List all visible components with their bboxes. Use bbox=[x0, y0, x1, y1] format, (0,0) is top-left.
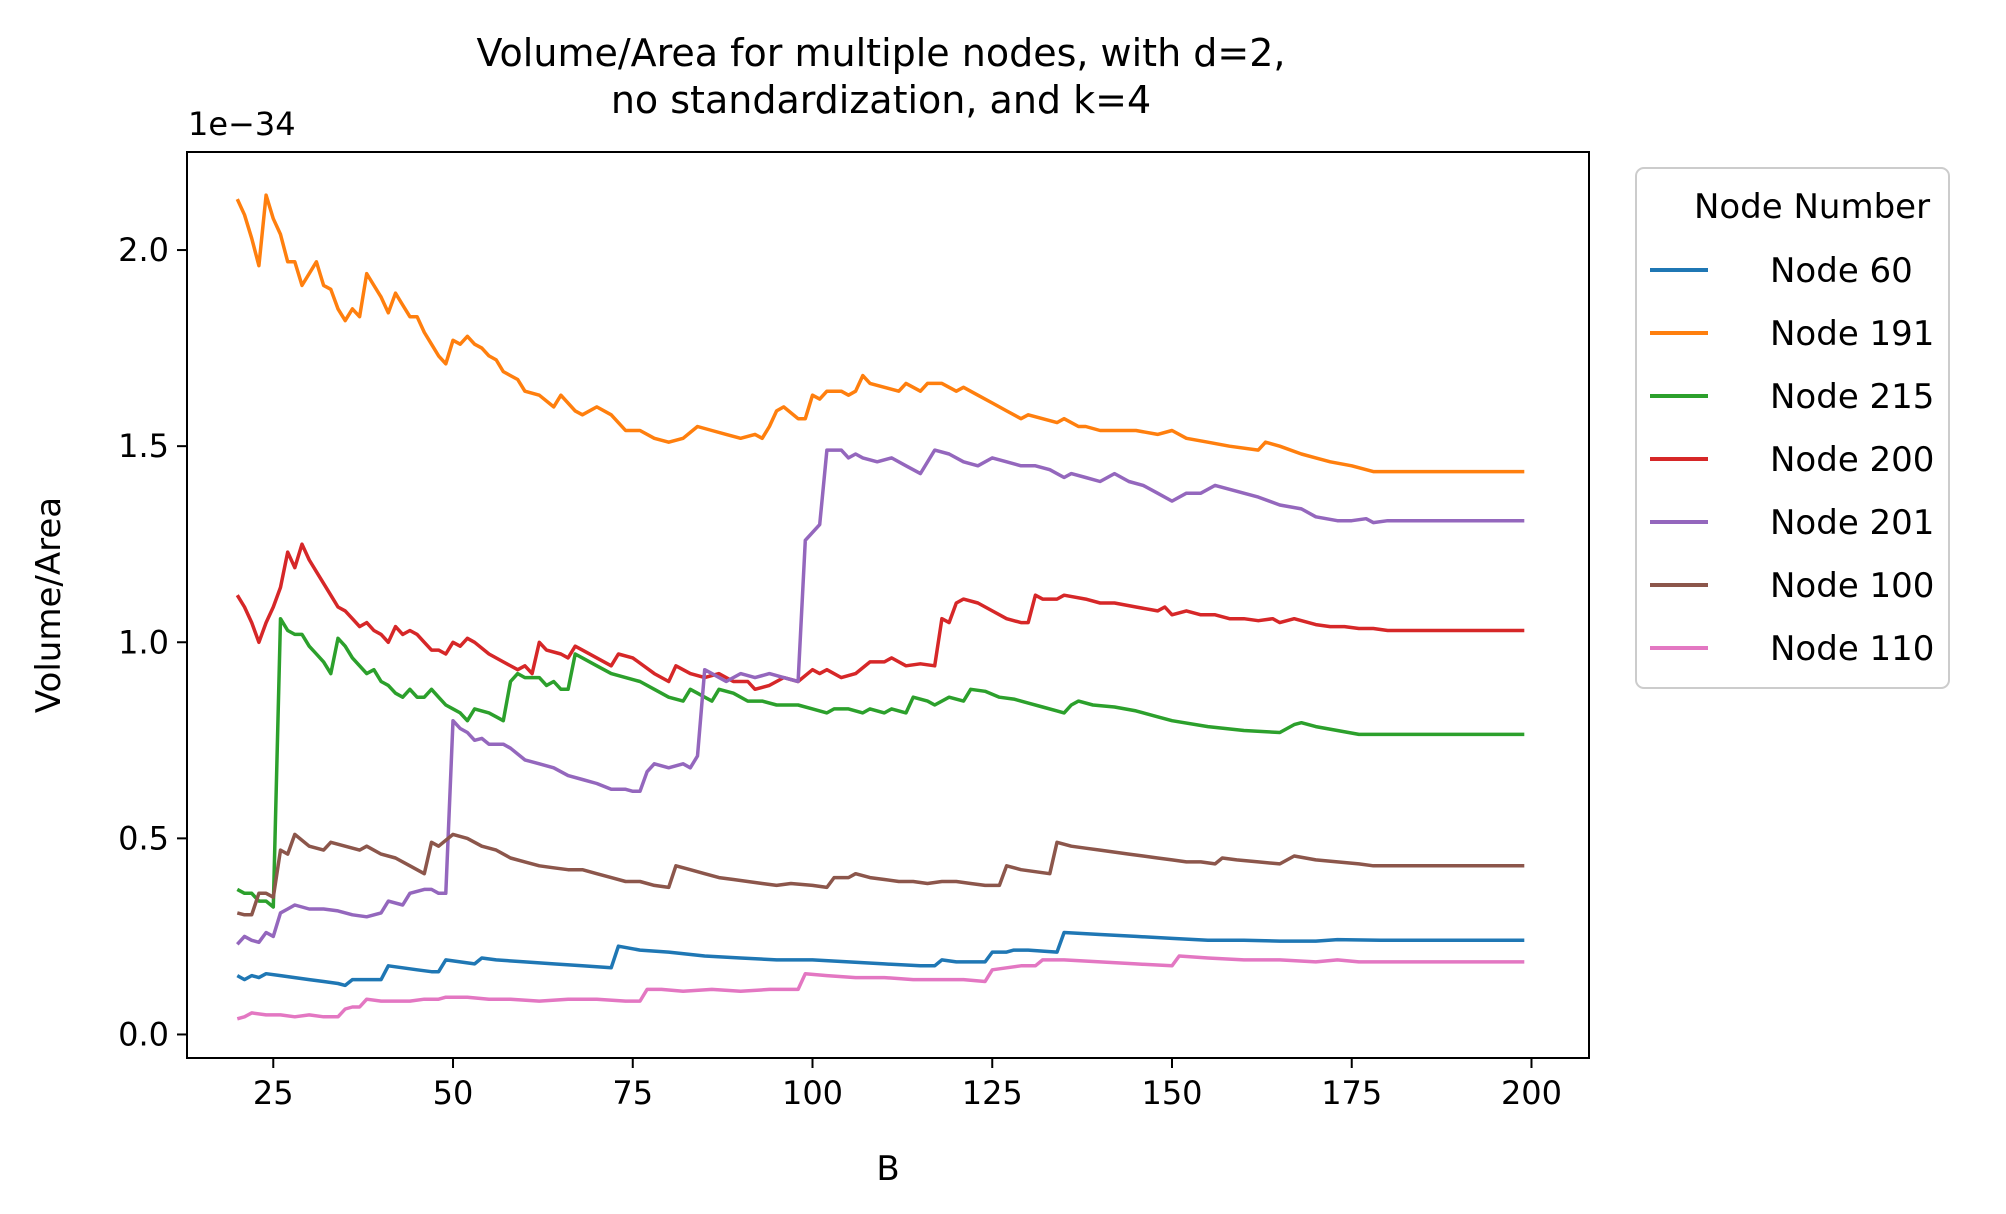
legend-items: Node 60 Node 191 Node 215 Node 200 Node 201 N… bbox=[1650, 251, 1934, 669]
legend-label: Node 100 bbox=[1770, 566, 1934, 606]
series-line-node-200 bbox=[235, 542, 1525, 692]
x-tick-label: 150 bbox=[1141, 1074, 1202, 1112]
x-tick-label: 100 bbox=[782, 1074, 843, 1112]
legend-title: Node Number bbox=[1694, 187, 1930, 227]
series-line-node-215 bbox=[236, 616, 1525, 909]
y-tick-label: 1.0 bbox=[118, 623, 169, 661]
y-tick-label: 2.0 bbox=[118, 231, 169, 269]
chart-title-line-2: no standardization, and k=4 bbox=[611, 78, 1151, 122]
legend-label: Node 201 bbox=[1770, 503, 1934, 543]
x-tick-label: 25 bbox=[253, 1074, 294, 1112]
legend-label: Node 215 bbox=[1770, 377, 1934, 417]
legend-label: Node 60 bbox=[1770, 251, 1913, 291]
series-line-node-60 bbox=[236, 930, 1525, 988]
x-tick-label: 125 bbox=[962, 1074, 1023, 1112]
y-axis-label: Volume/Area bbox=[29, 497, 69, 713]
series-layer bbox=[235, 193, 1525, 1021]
x-axis-label: B bbox=[876, 1149, 899, 1189]
y-tick-label: 0.5 bbox=[118, 819, 169, 857]
y-tick-label: 0.0 bbox=[118, 1015, 169, 1053]
x-tick-label: 175 bbox=[1321, 1074, 1382, 1112]
x-tick-label: 50 bbox=[433, 1074, 474, 1112]
x-tick-label: 75 bbox=[612, 1074, 653, 1112]
chart-title-line-1: Volume/Area for multiple nodes, with d=2… bbox=[477, 31, 1286, 75]
series-line-node-201 bbox=[236, 448, 1525, 946]
series-line-node-191 bbox=[235, 193, 1525, 474]
x-tick-label: 200 bbox=[1501, 1074, 1562, 1112]
axes-layer: 25 50 75 100 125 150 175 200 0.0 0.5 1.0 1.5 2.0 bbox=[118, 231, 1562, 1112]
legend-frame bbox=[1635, 167, 1950, 689]
series-line-node-110 bbox=[236, 954, 1525, 1021]
series-line-node-100 bbox=[236, 832, 1525, 917]
plot-area-frame bbox=[186, 151, 1590, 1059]
legend-label: Node 110 bbox=[1770, 629, 1934, 669]
y-axis-offset-label: 1e−34 bbox=[188, 105, 296, 143]
legend-label: Node 200 bbox=[1770, 440, 1934, 480]
y-tick-label: 1.5 bbox=[118, 427, 169, 465]
legend-label: Node 191 bbox=[1770, 314, 1934, 354]
